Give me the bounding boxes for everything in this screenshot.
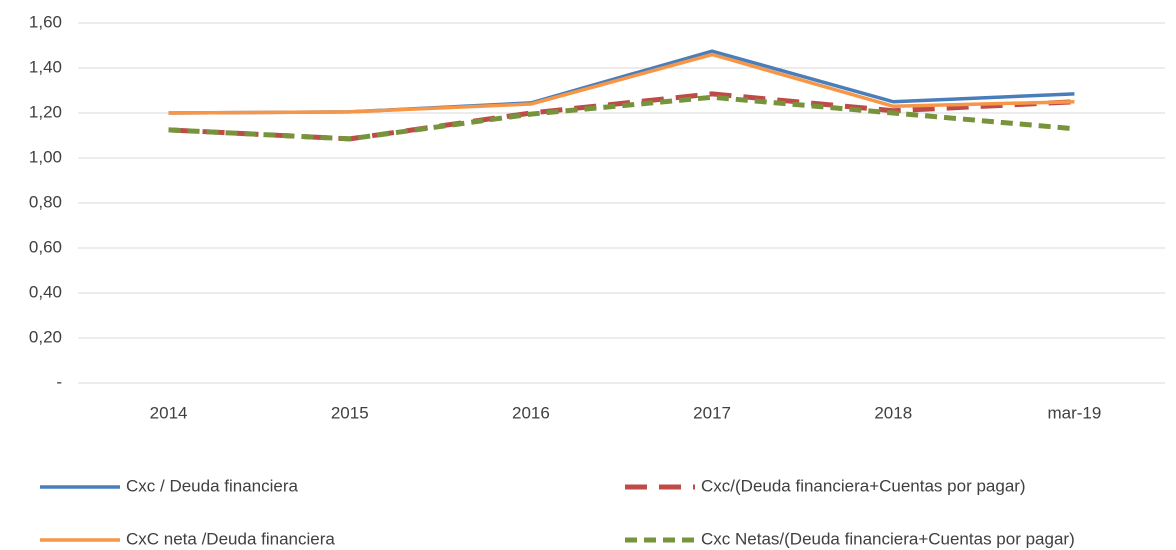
legend-label: CxC neta /Deuda financiera	[126, 529, 335, 548]
x-tick-label: 2015	[331, 403, 369, 422]
y-tick-label: 0,80	[29, 192, 62, 211]
x-tick-label: 2018	[874, 403, 912, 422]
x-tick-label: 2014	[150, 403, 188, 422]
series-line	[168, 52, 1075, 115]
series-line	[168, 91, 1075, 142]
y-tick-label: 0,40	[29, 282, 62, 301]
y-tick-label: 0,60	[29, 237, 62, 256]
y-tick-label: 0,20	[29, 327, 62, 346]
legend-label: Cxc/(Deuda financiera+Cuentas por pagar)	[701, 476, 1026, 495]
y-tick-label: 1,20	[29, 102, 62, 121]
legend-label: Cxc / Deuda financiera	[126, 476, 299, 495]
x-tick-label: 2016	[512, 403, 550, 422]
legend-label: Cxc Netas/(Deuda financiera+Cuentas por …	[701, 529, 1075, 548]
y-tick-label: 1,60	[29, 12, 62, 31]
y-tick-label: -	[56, 372, 62, 391]
y-tick-label: 1,00	[29, 147, 62, 166]
x-tick-label: mar-19	[1047, 403, 1101, 422]
x-tick-label: 2017	[693, 403, 731, 422]
y-tick-label: 1,40	[29, 57, 62, 76]
